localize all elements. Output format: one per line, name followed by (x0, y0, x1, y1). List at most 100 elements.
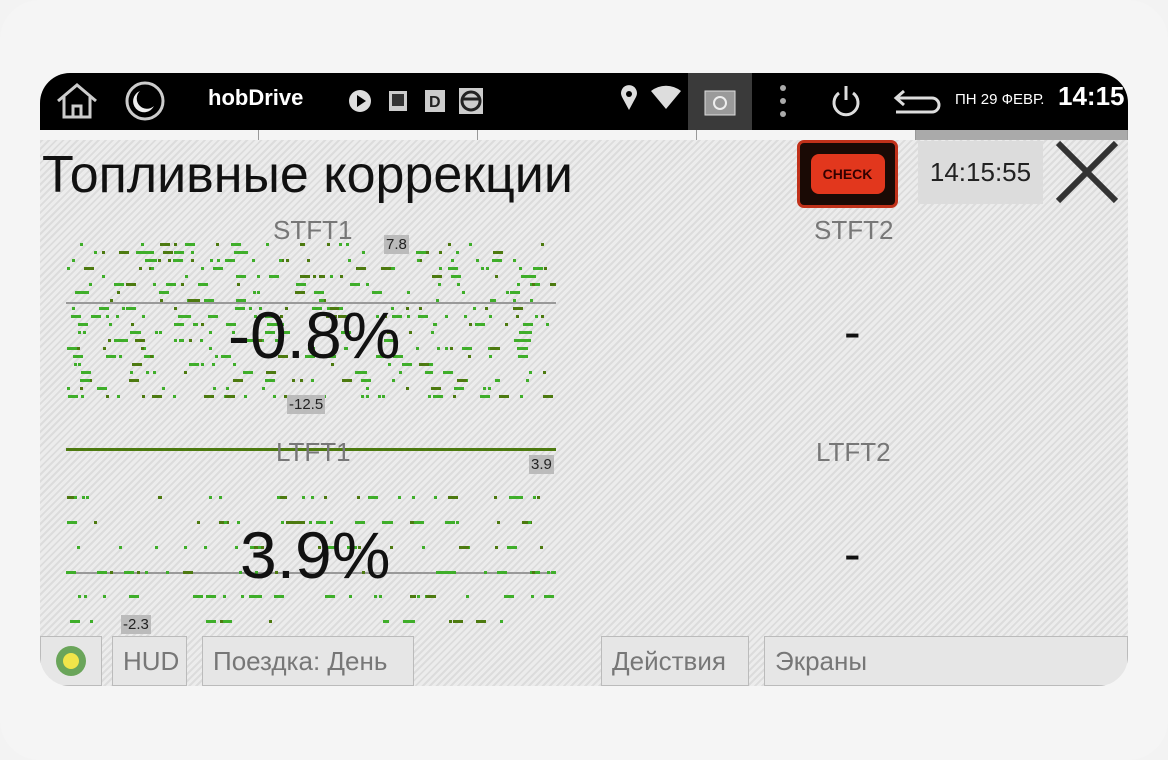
plot-point (225, 395, 235, 398)
image-icon[interactable] (388, 90, 408, 112)
plot-point (302, 496, 305, 499)
plot-point (437, 347, 440, 350)
plot-point (130, 331, 133, 334)
plot-point (159, 331, 162, 334)
plot-point (517, 347, 527, 350)
plot-point (189, 363, 199, 366)
plot-point (454, 387, 464, 390)
play-icon[interactable] (348, 89, 372, 113)
tab[interactable] (40, 130, 259, 140)
plot-point (386, 339, 396, 342)
plot-point (103, 595, 106, 598)
plot-point (316, 521, 326, 524)
plot-point (319, 275, 322, 278)
plot-point (361, 395, 364, 398)
dvr-icon[interactable]: D (424, 89, 446, 113)
tab[interactable] (478, 130, 697, 140)
plot-point (166, 571, 169, 574)
plot-point (376, 355, 386, 358)
plot-point (362, 571, 365, 574)
plot-point (286, 259, 289, 262)
plot-point (490, 299, 493, 302)
steering-wheel-icon[interactable] (458, 87, 484, 115)
plot-point (393, 355, 403, 358)
plot-point (191, 259, 194, 262)
plot-point (330, 521, 333, 524)
plot-point (355, 371, 358, 374)
plot-point (406, 307, 409, 310)
plot-point (312, 347, 315, 350)
plot-point (425, 371, 428, 374)
plot-point (469, 323, 472, 326)
plot-point (428, 371, 431, 374)
plot-point (119, 546, 122, 549)
plot-point (118, 339, 128, 342)
hud-button[interactable]: HUD (112, 636, 187, 686)
plot-point (210, 259, 213, 262)
plot-point (78, 331, 81, 334)
plot-point (131, 323, 134, 326)
screenshot-icon[interactable] (688, 73, 752, 130)
plot-point (366, 387, 369, 390)
plot-point (219, 496, 222, 499)
plot-point (453, 395, 456, 398)
night-mode-icon[interactable] (124, 79, 166, 123)
status-indicator-button[interactable] (40, 636, 102, 686)
actions-button[interactable]: Действия (601, 636, 749, 686)
plot-point (201, 323, 204, 326)
plot-point (416, 347, 419, 350)
plot-point (226, 323, 236, 326)
ltft1-min-tag: -2.3 (121, 615, 151, 634)
home-icon[interactable] (54, 81, 100, 121)
plot-point (522, 331, 532, 334)
plot-point (347, 546, 357, 549)
plot-point (284, 395, 287, 398)
plot-point (197, 521, 200, 524)
trip-button[interactable]: Поездка: День (202, 636, 414, 686)
plot-point (152, 395, 162, 398)
plot-point (274, 595, 284, 598)
power-icon[interactable] (830, 83, 862, 119)
plot-point (159, 291, 169, 294)
close-icon[interactable] (1052, 135, 1122, 209)
plot-point (80, 387, 83, 390)
plot-point (445, 347, 448, 350)
plot-point (509, 496, 519, 499)
plot-point (173, 259, 183, 262)
plot-point (319, 571, 322, 574)
plot-point (153, 283, 156, 286)
plot-point (106, 395, 109, 398)
plot-point (340, 275, 343, 278)
plot-point (355, 521, 365, 524)
plot-point (532, 571, 535, 574)
plot-point (249, 307, 252, 310)
plot-point (311, 379, 314, 382)
plot-point (402, 363, 412, 366)
plot-point (81, 395, 84, 398)
plot-point (443, 371, 453, 374)
plot-point (168, 259, 171, 262)
plot-point (326, 315, 329, 318)
plot-point (327, 307, 330, 310)
tab[interactable] (697, 130, 916, 140)
plot-point (342, 379, 352, 382)
plot-point (476, 620, 486, 623)
location-icon (620, 85, 638, 111)
plot-point (525, 347, 528, 350)
back-icon[interactable] (892, 87, 942, 117)
plot-point (500, 620, 503, 623)
app-name: hobDrive (208, 85, 304, 110)
plot-point (255, 571, 258, 574)
tab-active[interactable] (916, 130, 1128, 140)
check-engine-button[interactable]: CHECK (797, 140, 898, 208)
tab[interactable] (259, 130, 478, 140)
plot-point (499, 395, 509, 398)
menu-dots-icon[interactable] (778, 83, 788, 119)
plot-point (492, 259, 502, 262)
plot-point (531, 595, 534, 598)
plot-point (346, 243, 349, 246)
screens-button[interactable]: Экраны (764, 636, 1128, 686)
plot-point (252, 259, 255, 262)
plot-point (310, 347, 313, 350)
plot-point (349, 595, 352, 598)
